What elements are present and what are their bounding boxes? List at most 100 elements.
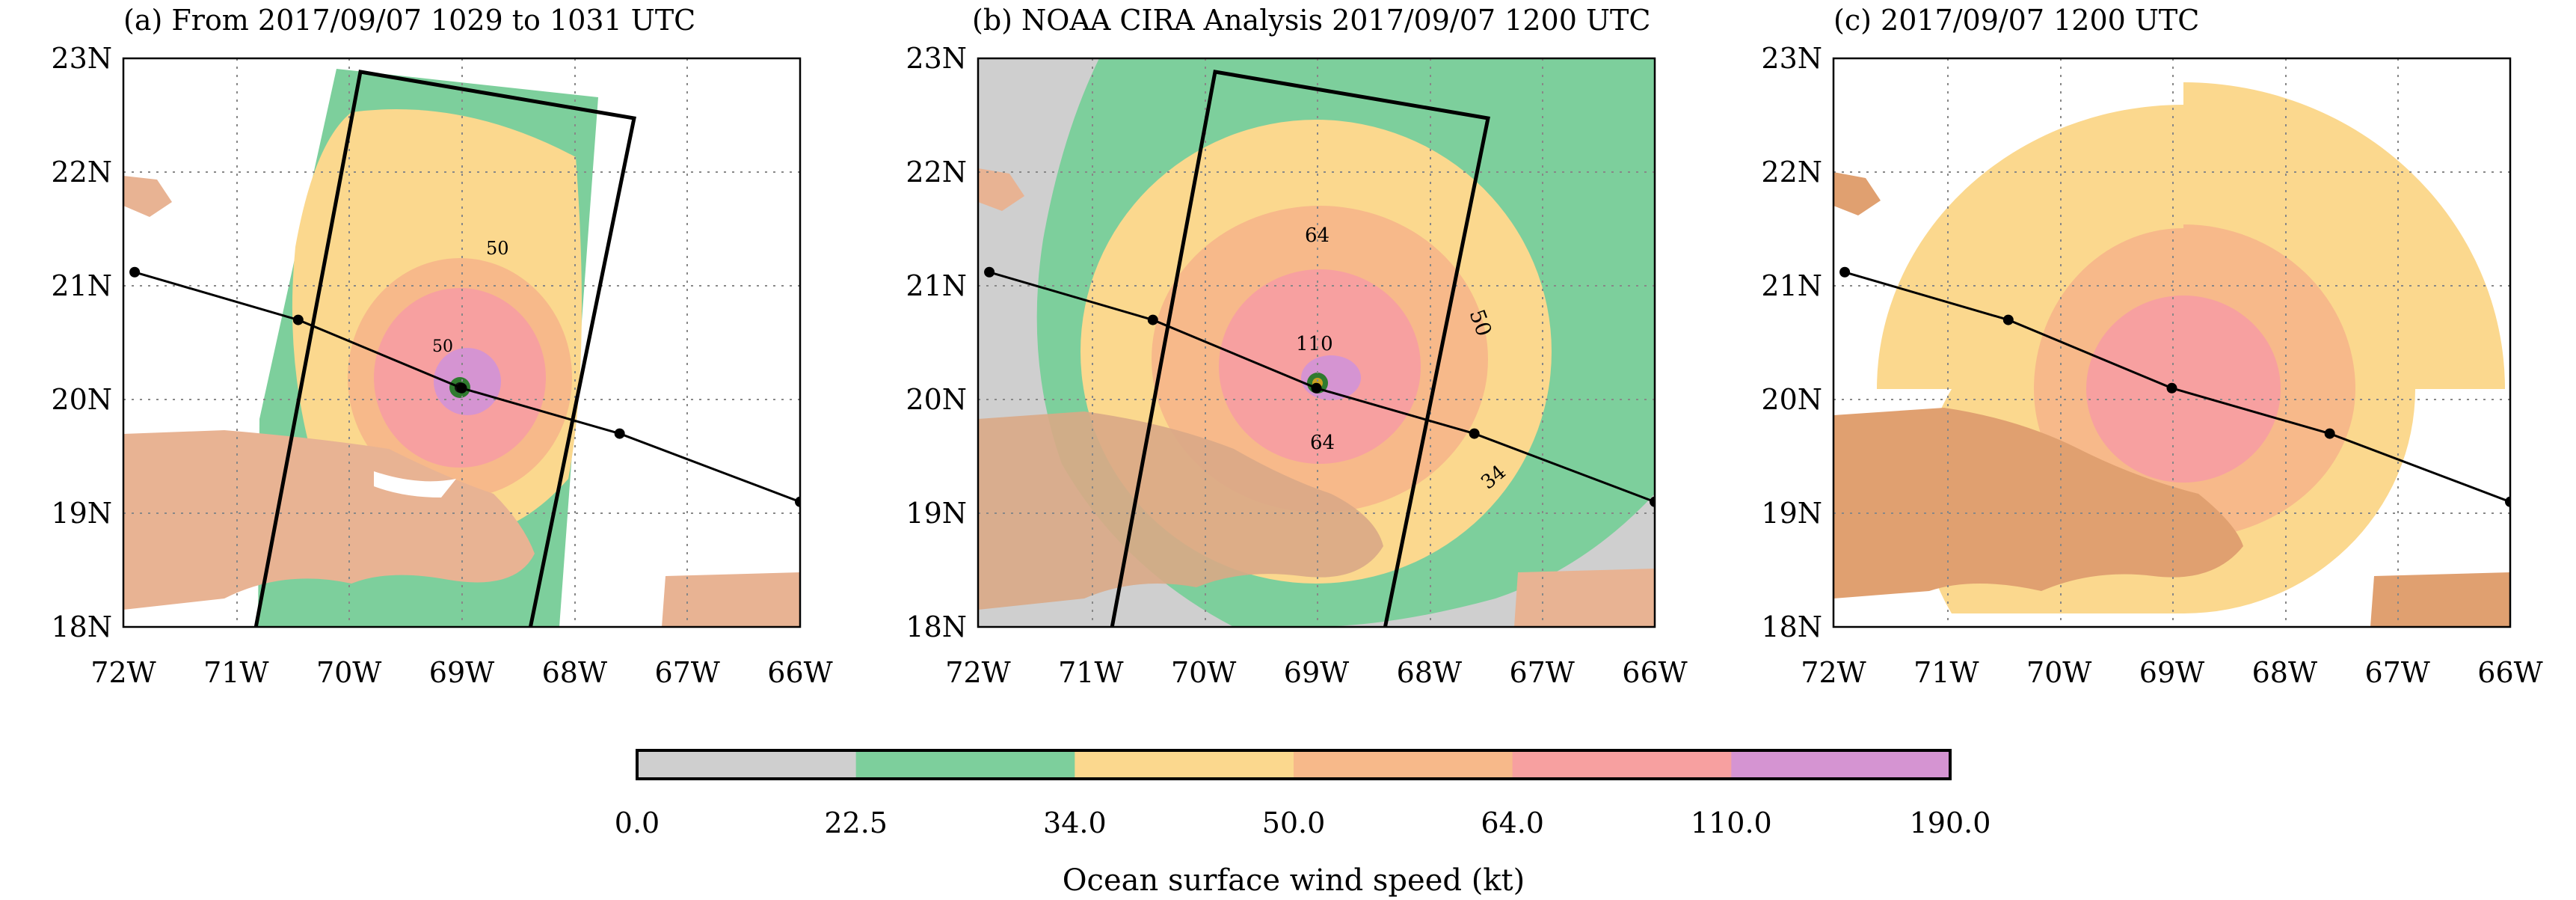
storm-track-a	[129, 266, 800, 507]
panel-b-map: 64 110 64 50 34	[978, 58, 1655, 627]
lon-tick-label: 69W	[429, 656, 494, 689]
lon-tick-label: 68W	[542, 656, 607, 689]
panel-c: (c) 2017/09/07 1200 UTC 23N 22N 21N 20N 19N 1…	[1761, 4, 2542, 689]
colorbar-title: Ocean surface wind speed (kt)	[1063, 863, 1525, 898]
lon-tick-label: 66W	[767, 656, 832, 689]
track-point	[2505, 496, 2510, 507]
panel-b-title: (b) NOAA CIRA Analysis 2017/09/07 1200 U…	[972, 4, 1650, 37]
panel-c-lat-labels: 23N 22N 21N 20N 19N 18N	[1761, 42, 1822, 643]
colorbar-tick-label: 110.0	[1691, 806, 1772, 839]
track-point	[1469, 428, 1480, 439]
panel-b-lon-labels: 72W 71W 70W 69W 68W 67W 66W	[945, 656, 1687, 689]
colorbar-tick-label: 64.0	[1481, 806, 1544, 839]
colorbar-tick-label: 0.0	[615, 806, 660, 839]
lat-tick-label: 21N	[51, 269, 112, 302]
panel-b: (b) NOAA CIRA Analysis 2017/09/07 1200 U…	[906, 4, 1687, 689]
land-puerto-rico-b	[1514, 569, 1655, 627]
storm-track-c	[1839, 266, 2510, 507]
lat-tick-label: 18N	[906, 610, 967, 643]
lon-tick-label: 67W	[1509, 656, 1574, 689]
lat-tick-label: 23N	[1761, 42, 1822, 75]
colorbar-tick-label: 34.0	[1043, 806, 1107, 839]
land-hispaniola-b	[978, 411, 1383, 610]
lon-tick-label: 70W	[2026, 656, 2091, 689]
track-point	[1839, 266, 1851, 278]
lat-tick-label: 19N	[906, 497, 967, 530]
lat-tick-label: 20N	[51, 383, 112, 416]
track-point	[2002, 314, 2014, 325]
track-point	[614, 428, 625, 439]
grid-a	[123, 58, 800, 627]
lat-tick-label: 23N	[906, 42, 967, 75]
colorbar-bin	[855, 750, 1076, 779]
land-puerto-rico-a	[662, 572, 800, 627]
colorbar-bin	[637, 750, 857, 779]
lon-tick-label: 70W	[1171, 656, 1236, 689]
colorbar-bin	[1512, 750, 1733, 779]
swath-outline-a	[253, 70, 636, 627]
lon-tick-label: 68W	[2252, 656, 2317, 689]
lat-tick-label: 18N	[1761, 610, 1822, 643]
lon-tick-label: 71W	[1058, 656, 1123, 689]
lon-tick-label: 71W	[203, 656, 268, 689]
lat-tick-label: 21N	[1761, 269, 1822, 302]
land-north-c	[1833, 172, 1881, 215]
contour-label: 50	[432, 337, 453, 356]
land-hispaniola-a	[123, 430, 535, 610]
panel-a-lat-labels: 23N 22N 21N 20N 19N 18N	[51, 42, 112, 643]
panel-a-title: (a) From 2017/09/07 1029 to 1031 UTC	[123, 4, 695, 37]
track-point	[1650, 496, 1655, 507]
lon-tick-label: 71W	[1913, 656, 1979, 689]
lon-tick-label: 68W	[1397, 656, 1462, 689]
track-point	[2166, 382, 2177, 394]
panel-b-frame	[977, 57, 1656, 628]
panel-a-frame	[122, 57, 802, 628]
lon-tick-label: 72W	[945, 656, 1010, 689]
grid-b	[978, 58, 1655, 627]
lon-tick-label: 69W	[2139, 656, 2204, 689]
panel-c-map	[1833, 58, 2510, 627]
panel-c-frame	[1832, 57, 2512, 628]
track-point	[2324, 428, 2335, 439]
colorbar-bin	[1294, 750, 1513, 779]
lon-tick-label: 72W	[1801, 656, 1866, 689]
lon-tick-label: 69W	[1284, 656, 1349, 689]
lat-tick-label: 22N	[906, 156, 967, 189]
lon-tick-label: 66W	[1622, 656, 1687, 689]
contour-label: 64	[1305, 224, 1330, 247]
panel-a-lon-labels: 72W 71W 70W 69W 68W 67W 66W	[90, 656, 832, 689]
lat-tick-label: 22N	[51, 156, 112, 189]
colorbar-tick-label: 190.0	[1910, 806, 1991, 839]
track-point	[1147, 314, 1158, 325]
land-hispaniola-c	[1833, 408, 2243, 599]
track-point	[129, 266, 141, 278]
storm-track-b	[984, 266, 1655, 507]
track-point	[292, 314, 304, 325]
colorbar-tick-labels: 0.0 22.5 34.0 50.0 64.0 110.0 190.0	[615, 806, 1991, 839]
lat-tick-label: 20N	[1761, 383, 1822, 416]
colorbar-bins	[637, 750, 1951, 779]
colorbar-tick-label: 22.5	[824, 806, 888, 839]
lon-tick-label: 70W	[316, 656, 381, 689]
colorbar-tick-label: 50.0	[1262, 806, 1326, 839]
track-point	[795, 496, 800, 507]
land-puerto-rico-c	[2370, 572, 2510, 627]
lat-tick-label: 23N	[51, 42, 112, 75]
lon-tick-label: 66W	[2477, 656, 2542, 689]
lat-tick-label: 19N	[51, 497, 112, 530]
swath-outline-b	[1110, 70, 1490, 627]
panel-c-title: (c) 2017/09/07 1200 UTC	[1833, 4, 2199, 37]
panel-c-lon-labels: 72W 71W 70W 69W 68W 67W 66W	[1801, 656, 2542, 689]
track-point	[1311, 382, 1322, 394]
panel-a-map: 50 50	[123, 58, 800, 627]
contour-label: 110	[1296, 333, 1333, 355]
wind-64-area	[2086, 296, 2281, 483]
panel-b-lat-labels: 23N 22N 21N 20N 19N 18N	[906, 42, 967, 643]
colorbar-bin	[1731, 750, 1951, 779]
lat-tick-label: 19N	[1761, 497, 1822, 530]
lon-tick-label: 72W	[90, 656, 156, 689]
lat-tick-label: 22N	[1761, 156, 1822, 189]
lat-tick-label: 21N	[906, 269, 967, 302]
track-point	[984, 266, 995, 278]
